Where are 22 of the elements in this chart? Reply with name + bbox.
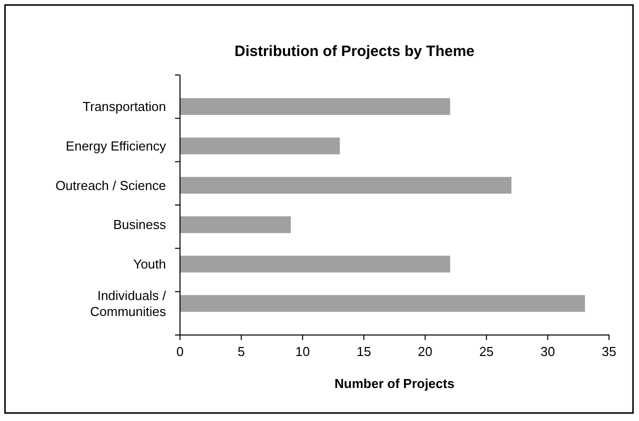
y-tick-label: Business xyxy=(113,217,166,232)
y-tick-label: Transportation xyxy=(82,99,166,114)
bar xyxy=(180,216,291,234)
bar xyxy=(180,256,450,272)
x-tick-label: 20 xyxy=(418,344,432,359)
y-tick-label: Youth xyxy=(133,256,166,272)
bar xyxy=(180,295,585,312)
x-axis-title: Number of Projects xyxy=(334,376,454,391)
bar xyxy=(180,176,512,194)
x-tick-label: 0 xyxy=(176,344,184,359)
bar xyxy=(180,98,450,115)
y-tick-label: Individuals / Communities xyxy=(90,288,166,319)
chart-title: Distribution of Projects by Theme xyxy=(234,43,475,60)
x-tick-label: 10 xyxy=(295,344,310,359)
y-tick-label: Energy Efficiency xyxy=(66,138,166,154)
x-tick-label: 30 xyxy=(540,344,555,359)
x-tick-label: 25 xyxy=(479,344,494,359)
x-tick-label: 5 xyxy=(238,344,245,359)
y-tick-label: Outreach / Science xyxy=(55,178,166,193)
x-tick-label: 35 xyxy=(602,344,616,359)
x-tick-label: 15 xyxy=(356,344,372,359)
bar xyxy=(180,138,340,154)
